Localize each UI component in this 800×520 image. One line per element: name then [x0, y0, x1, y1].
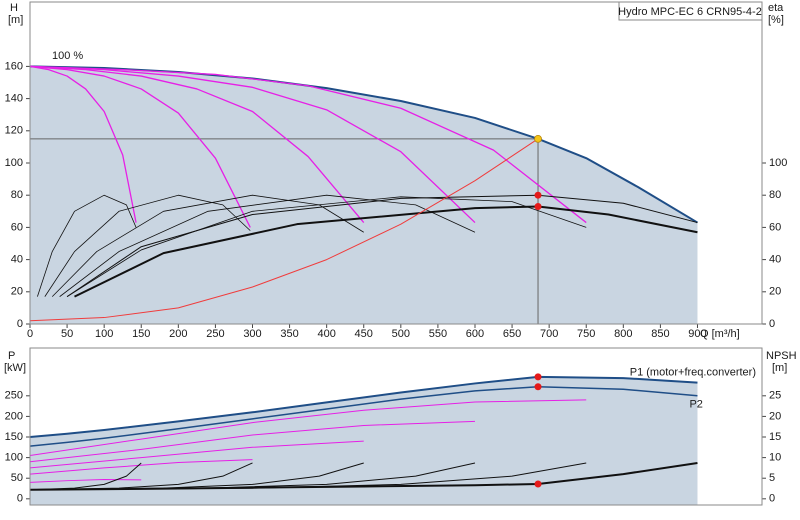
x-tick-label: 450	[355, 328, 373, 340]
operating-point	[534, 383, 542, 391]
x-tick-label: 100	[95, 328, 113, 340]
curve	[29, 399, 587, 457]
annotation: 100 %	[52, 50, 83, 62]
y-axis-unit: [kW]	[4, 362, 26, 374]
curve	[29, 459, 253, 475]
y-tick-label: 120	[5, 125, 23, 137]
y-tick-label: 250	[5, 390, 23, 402]
operating-point	[534, 373, 542, 381]
y2-tick-label: 20	[769, 286, 781, 298]
x-tick-label: 0	[27, 328, 33, 340]
y2-tick-label: 25	[769, 390, 781, 402]
plot-frame	[29, 347, 763, 506]
y2-axis-label: NPSH	[766, 350, 797, 362]
y2-tick-label: 10	[769, 452, 781, 464]
y-tick-label: 150	[5, 431, 23, 443]
y-axis-label: P	[8, 350, 15, 362]
y2-tick-label: 80	[769, 189, 781, 201]
y2-axis-unit: [%]	[768, 14, 784, 26]
curve	[29, 138, 539, 322]
curve	[29, 478, 142, 483]
y-tick-label: 100	[5, 452, 23, 464]
y2-tick-label: 15	[769, 431, 781, 443]
curve	[74, 205, 698, 298]
operating-point	[534, 202, 542, 210]
series-label: P2	[689, 399, 702, 411]
x-tick-label: 700	[540, 328, 558, 340]
operating-point	[534, 191, 542, 199]
x-tick-label: 550	[429, 328, 447, 340]
y-tick-label: 80	[11, 189, 23, 201]
y2-axis-label: eta	[768, 2, 784, 14]
curve	[29, 461, 698, 491]
y-tick-label: 0	[17, 493, 23, 505]
x-tick-label: 650	[503, 328, 521, 340]
x-tick-label: 50	[61, 328, 73, 340]
y2-tick-label: 20	[769, 410, 781, 422]
y2-tick-label: 5	[769, 472, 775, 484]
y-axis-unit: [m]	[8, 14, 23, 26]
title-box	[618, 1, 763, 21]
x-tick-label: 500	[392, 328, 410, 340]
curve	[29, 375, 698, 439]
curve	[29, 440, 364, 469]
x-tick-label: 600	[466, 328, 484, 340]
y-tick-label: 100	[5, 157, 23, 169]
x-tick-label: 750	[577, 328, 595, 340]
curve	[29, 65, 251, 228]
x-tick-label: 400	[317, 328, 335, 340]
curve	[29, 420, 476, 463]
x-tick-label: 800	[614, 328, 632, 340]
y-tick-label: 50	[11, 472, 23, 484]
y2-tick-label: 0	[769, 493, 775, 505]
x-axis-label: Q [m³/h]	[700, 328, 740, 340]
curve	[29, 65, 137, 223]
y-tick-label: 0	[17, 318, 23, 330]
x-tick-label: 250	[206, 328, 224, 340]
y-tick-label: 40	[11, 254, 23, 266]
curve	[44, 194, 251, 297]
x-tick-label: 350	[280, 328, 298, 340]
curve	[51, 194, 364, 297]
y-tick-label: 140	[5, 93, 23, 105]
curve	[66, 194, 698, 298]
y2-tick-label: 40	[769, 254, 781, 266]
y-tick-label: 60	[11, 221, 23, 233]
x-tick-label: 150	[132, 328, 150, 340]
y2-axis-unit: [m]	[772, 362, 787, 374]
curve	[29, 385, 698, 447]
y2-tick-label: 100	[769, 157, 787, 169]
operating-point	[534, 480, 542, 488]
y-tick-label: 200	[5, 410, 23, 422]
operating-point	[534, 134, 542, 143]
chart-title: Hydro MPC-EC 6 CRN95-4-2	[618, 6, 762, 18]
y-tick-label: 160	[5, 60, 23, 72]
x-tick-label: 200	[169, 328, 187, 340]
y2-tick-label: 0	[769, 318, 775, 330]
x-tick-label: 850	[651, 328, 669, 340]
plot-frame	[29, 1, 763, 325]
x-tick-label: 900	[688, 328, 706, 340]
y-tick-label: 20	[11, 286, 23, 298]
curve	[29, 65, 365, 223]
y2-tick-label: 60	[769, 221, 781, 233]
curve	[29, 65, 587, 224]
area-fill	[30, 66, 698, 325]
x-tick-label: 300	[243, 328, 261, 340]
series-label: P1 (motor+freq.converter)	[630, 367, 756, 379]
y-axis-label: H	[10, 2, 18, 14]
